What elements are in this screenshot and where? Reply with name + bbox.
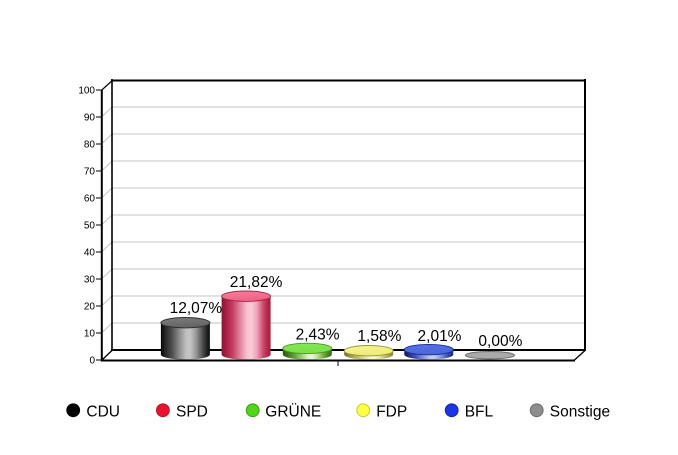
svg-text:SPD: SPD — [176, 403, 208, 420]
svg-text:100: 100 — [78, 86, 95, 97]
svg-text:90: 90 — [84, 113, 96, 124]
svg-text:80: 80 — [84, 140, 96, 151]
svg-text:CDU: CDU — [86, 403, 120, 420]
svg-text:60: 60 — [84, 194, 96, 205]
svg-text:FDP: FDP — [376, 403, 407, 420]
svg-text:21,82%: 21,82% — [230, 274, 283, 291]
svg-text:70: 70 — [84, 167, 96, 178]
svg-text:Sonstige: Sonstige — [550, 403, 610, 420]
svg-text:50: 50 — [84, 221, 96, 232]
svg-text:10: 10 — [84, 329, 96, 340]
svg-text:0,00%: 0,00% — [478, 333, 522, 350]
svg-text:2,43%: 2,43% — [296, 327, 340, 344]
svg-text:40: 40 — [84, 248, 96, 259]
svg-text:12,07%: 12,07% — [170, 300, 223, 317]
svg-text:20: 20 — [84, 302, 96, 313]
svg-text:2,01%: 2,01% — [418, 328, 462, 345]
svg-text:1,58%: 1,58% — [357, 328, 401, 345]
svg-text:30: 30 — [84, 275, 96, 286]
svg-text:GRÜNE: GRÜNE — [265, 402, 321, 420]
svg-text:BFL: BFL — [465, 403, 494, 420]
svg-text:0: 0 — [89, 356, 95, 367]
